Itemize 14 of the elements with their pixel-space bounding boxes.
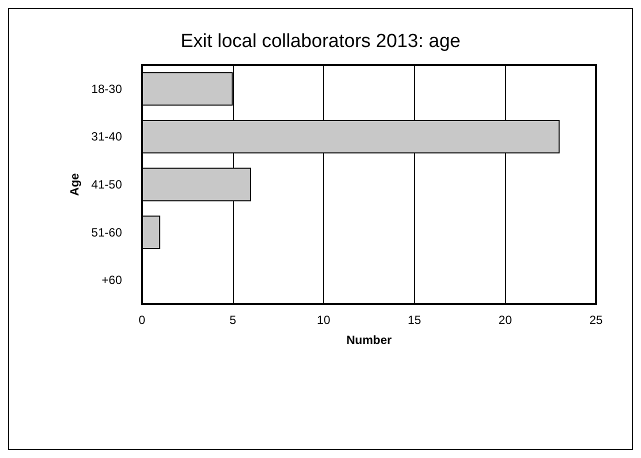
x-tick-label: 15 <box>408 313 422 327</box>
y-tick-label: +60 <box>102 273 122 288</box>
x-tick-label: 0 <box>138 313 146 327</box>
x-tick-label: 20 <box>498 313 512 327</box>
x-tick-label: 25 <box>589 313 603 327</box>
x-tick-label: 5 <box>229 313 236 327</box>
y-tick-label: 18-30 <box>91 82 122 96</box>
y-tick-label: 41-50 <box>91 178 122 192</box>
x-tick-label: 10 <box>316 313 331 327</box>
chart-title: Exit local collaborators 2013: age <box>180 31 460 52</box>
x-axis-title: Number <box>346 333 392 347</box>
y-tick-label: 31-40 <box>91 130 122 144</box>
y-tick-label: 51-60 <box>91 225 122 240</box>
y-axis-title: Age <box>67 172 82 196</box>
